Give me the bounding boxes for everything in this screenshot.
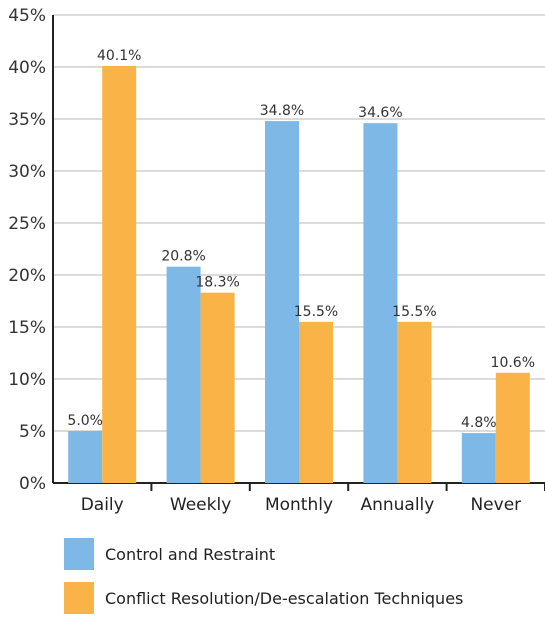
x-tick-label: Monthly	[265, 495, 333, 515]
legend: Control and Restraint Conflict Resolutio…	[64, 538, 463, 626]
bar	[462, 433, 496, 483]
legend-label-control-and-restraint: Control and Restraint	[105, 545, 275, 564]
x-tick-label: Annually	[360, 495, 434, 515]
bar	[265, 121, 299, 483]
y-tick-label: 40%	[8, 58, 46, 78]
legend-item-conflict-resolution: Conflict Resolution/De-escalation Techni…	[64, 582, 463, 614]
x-tick-label: Daily	[81, 495, 124, 515]
y-tick-label: 20%	[8, 266, 46, 286]
data-label: 34.6%	[358, 105, 402, 121]
data-label: 15.5%	[294, 304, 338, 320]
legend-swatch-control-and-restraint	[64, 538, 94, 570]
data-label: 34.8%	[260, 103, 304, 119]
bar	[299, 322, 333, 483]
data-label: 15.5%	[392, 304, 436, 320]
y-tick-label: 30%	[8, 162, 46, 182]
data-label: 5.0%	[67, 413, 103, 429]
y-tick-label: 25%	[8, 214, 46, 234]
data-label: 10.6%	[491, 355, 535, 371]
bar-chart: 0% 5% 10% 15% 20% 25% 30% 35% 40% 45% 5.0% 40.1% Dai…	[0, 0, 545, 530]
y-tick-label: 10%	[8, 370, 46, 390]
y-tick-label: 15%	[8, 318, 46, 338]
bar	[201, 293, 235, 483]
legend-swatch-conflict-resolution	[64, 582, 94, 614]
bar	[102, 66, 136, 483]
data-label: 20.8%	[161, 249, 205, 265]
legend-item-control-and-restraint: Control and Restraint	[64, 538, 463, 570]
data-label: 4.8%	[461, 415, 497, 431]
y-tick-label: 0%	[19, 474, 46, 494]
data-label: 40.1%	[97, 48, 141, 64]
bar	[167, 267, 201, 483]
data-label: 18.3%	[195, 275, 239, 291]
y-tick-label: 5%	[19, 422, 46, 442]
x-tick-label: Never	[470, 495, 521, 515]
bar	[68, 431, 102, 483]
bar	[496, 373, 530, 483]
x-tick-label: Weekly	[170, 495, 231, 515]
y-tick-label: 35%	[8, 110, 46, 130]
bar	[397, 322, 431, 483]
legend-label-conflict-resolution: Conflict Resolution/De-escalation Techni…	[105, 589, 463, 608]
y-tick-label: 45%	[8, 6, 46, 26]
